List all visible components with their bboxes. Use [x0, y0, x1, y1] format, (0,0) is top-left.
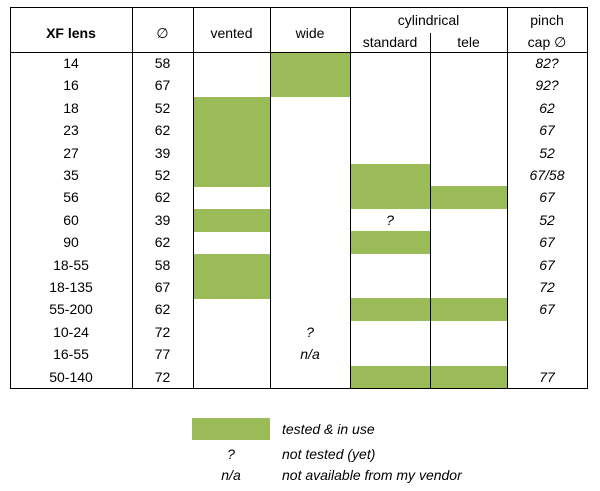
- row-diameter-14: 72: [154, 368, 171, 385]
- row-diameter-3: 62: [154, 122, 171, 139]
- row-pinch-0: 82?: [535, 55, 559, 71]
- row-lens-11: 55-200: [49, 301, 93, 318]
- row-pinch-1: 92?: [535, 77, 559, 94]
- row-lens-9: 18-55: [53, 256, 89, 273]
- row-pinch-9: 67: [539, 256, 555, 273]
- legend-na-symbol: n/a: [221, 467, 241, 483]
- row-standard-note-7: ?: [386, 211, 394, 228]
- tested-cell-tele-50-140: [431, 365, 507, 389]
- row-lens-4: 27: [63, 144, 79, 161]
- row-pinch-7: 52: [539, 211, 555, 228]
- legend-tested-label: tested & in use: [282, 421, 375, 437]
- tested-cell-standard-55-200: [351, 298, 430, 322]
- row-lens-10: 18-135: [49, 279, 93, 295]
- tested-cell-tele-56: [431, 186, 507, 210]
- row-pinch-4: 52: [539, 144, 555, 161]
- grid-vline-5: [507, 7, 508, 388]
- row-lens-2: 18: [63, 99, 79, 116]
- tested-cell-vented-18: [194, 96, 270, 120]
- tested-cell-vented-35: [194, 164, 270, 187]
- row-diameter-13: 77: [154, 346, 171, 363]
- tested-cell-vented-23: [194, 119, 270, 143]
- tested-cell-wide-14: [271, 52, 350, 75]
- row-diameter-10: 67: [154, 279, 171, 295]
- tested-cell-vented-18-55: [194, 253, 270, 277]
- row-diameter-0: 58: [154, 55, 171, 71]
- row-wide-note-13: n/a: [300, 346, 320, 363]
- row-diameter-9: 58: [154, 256, 171, 273]
- row-lens-6: 56: [63, 189, 79, 206]
- header-standard: standard: [362, 34, 418, 50]
- row-pinch-5: 67/58: [529, 167, 565, 183]
- legend-not-tested-symbol: ?: [227, 446, 235, 462]
- grid-hline-bottom: [10, 388, 588, 389]
- row-diameter-8: 62: [154, 234, 171, 251]
- tested-cell-vented-18-135: [194, 276, 270, 299]
- row-lens-13: 16-55: [53, 346, 89, 363]
- row-lens-5: 35: [63, 167, 79, 183]
- row-pinch-11: 67: [539, 301, 555, 318]
- tested-cell-vented-27: [194, 141, 270, 165]
- tested-cell-standard-50-140: [351, 365, 430, 389]
- header-lens: XF lens: [46, 25, 96, 41]
- legend-na-label: not available from my vendor: [282, 467, 462, 483]
- row-pinch-10: 72: [539, 279, 555, 295]
- row-lens-3: 23: [63, 122, 79, 139]
- legend-tested-swatch: [192, 418, 270, 440]
- row-pinch-14: 77: [539, 368, 555, 385]
- row-lens-7: 60: [63, 211, 79, 228]
- grid-vline-2: [193, 7, 194, 388]
- tested-cell-tele-55-200: [431, 298, 507, 322]
- row-lens-1: 16: [63, 77, 79, 94]
- header-tele: tele: [457, 34, 480, 50]
- tested-cell-standard-90: [351, 231, 430, 255]
- tested-cell-vented-60: [194, 208, 270, 232]
- row-diameter-5: 52: [154, 167, 171, 183]
- legend-not-tested-label: not tested (yet): [282, 446, 376, 462]
- row-diameter-6: 62: [154, 189, 171, 206]
- row-lens-14: 50-140: [49, 368, 93, 385]
- header-vented: vented: [210, 25, 253, 41]
- header-pinch-cap: cap ∅: [527, 34, 567, 50]
- grid-vline-tele: [430, 33, 431, 388]
- header-diameter: ∅: [156, 25, 169, 41]
- row-diameter-4: 39: [154, 144, 171, 161]
- grid-hline-header: [10, 52, 588, 53]
- row-pinch-8: 67: [539, 234, 555, 251]
- row-diameter-12: 72: [154, 323, 171, 340]
- grid-hline-top: [10, 7, 588, 8]
- row-diameter-1: 67: [154, 77, 171, 94]
- header-wide: wide: [295, 25, 325, 41]
- grid-vline-1: [132, 7, 133, 388]
- header-pinch: pinch: [530, 12, 564, 28]
- row-lens-0: 14: [63, 55, 79, 71]
- row-diameter-11: 62: [154, 301, 171, 318]
- grid-vline-0: [10, 7, 11, 388]
- grid-vline-6: [587, 7, 588, 388]
- row-lens-8: 90: [63, 234, 79, 251]
- grid-vline-4: [350, 7, 351, 388]
- grid-vline-3: [270, 7, 271, 388]
- row-pinch-6: 67: [539, 189, 555, 206]
- row-diameter-7: 39: [154, 211, 171, 228]
- header-cylindrical: cylindrical: [397, 12, 460, 28]
- row-diameter-2: 52: [154, 99, 171, 116]
- tested-cell-standard-35: [351, 164, 430, 187]
- tested-cell-wide-16: [271, 74, 350, 98]
- tested-cell-standard-56: [351, 186, 430, 210]
- row-lens-12: 10-24: [53, 323, 89, 340]
- row-pinch-2: 62: [539, 99, 555, 116]
- row-pinch-3: 67: [539, 122, 555, 139]
- row-wide-note-12: ?: [306, 323, 314, 340]
